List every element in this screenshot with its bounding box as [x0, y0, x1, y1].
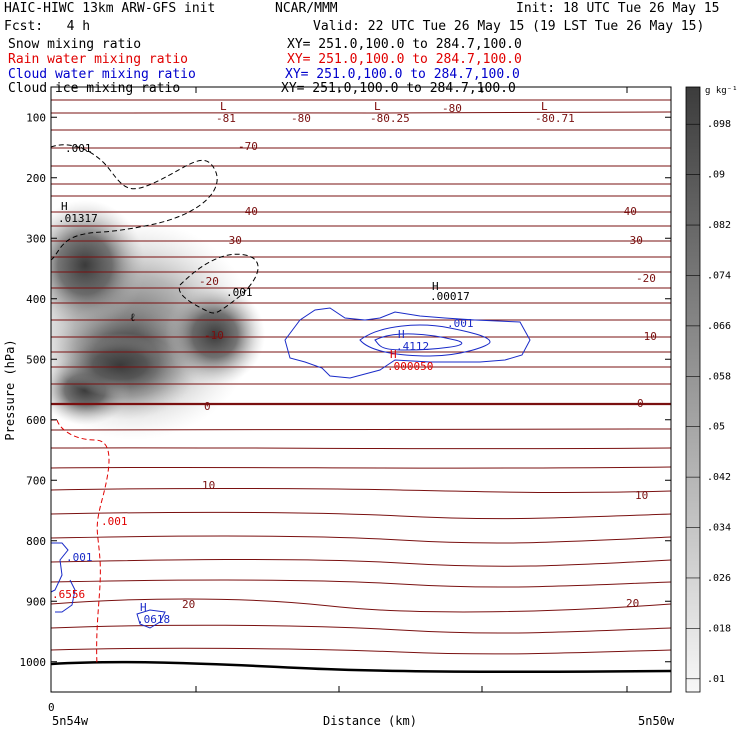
colorbar-ticks: .098 .09 .082 .074 .066 .058 .05 .042 .034 .026 .0… — [686, 119, 731, 685]
rain-max-value: .000050 — [387, 360, 433, 373]
cloud-water-contour-value: .001 — [66, 551, 93, 564]
colorbar-tick-label: .026 — [707, 573, 731, 584]
temp-label: -40 — [238, 205, 258, 218]
field-rain-xy: XY= 251.0,100.0 to 284.7,100.0 — [287, 52, 522, 67]
temp-label: -10 — [637, 330, 657, 343]
cloud-water-max-value: .4112 — [396, 340, 429, 353]
x-axis-ticks — [50, 87, 628, 692]
y-tick-label: 700 — [26, 474, 46, 487]
field-marker: ℓ — [130, 311, 135, 324]
snow-max-value: .01317 — [58, 212, 98, 225]
colorbar-tick-label: .018 — [707, 623, 731, 634]
x-axis-start-label: 0 — [48, 701, 55, 714]
colorbar-tick-label: .05 — [707, 422, 725, 433]
colorbar-tick-label: .098 — [707, 119, 731, 130]
y-tick-label: 400 — [26, 293, 46, 306]
temp-label: -30 — [222, 234, 242, 247]
temp-label: 0 — [204, 400, 211, 413]
y-tick-label: 100 — [26, 111, 46, 124]
high-marker: H — [398, 328, 405, 341]
high-marker: H — [140, 601, 147, 614]
field-cloudice-xy: XY= 251.0,100.0 to 284.7,100.0 — [281, 81, 516, 96]
low-marker: L — [541, 100, 548, 113]
y-tick-label: 800 — [26, 535, 46, 548]
init-time: Init: 18 UTC Tue 26 May 15 — [516, 1, 720, 16]
temp-label: -70 — [238, 140, 258, 153]
field-snow-label: Snow mixing ratio — [8, 37, 142, 52]
colorbar-tick-label: .058 — [707, 371, 731, 382]
temp-label: -81 — [216, 112, 236, 125]
colorbar-tick-label: .01 — [707, 674, 725, 685]
y-tick-label: 500 — [26, 353, 46, 366]
temp-label: -80 — [442, 102, 462, 115]
colorbar-unit: g kg⁻¹ — [705, 86, 738, 96]
x-axis-title: Distance (km) — [323, 714, 417, 728]
temp-label: 10 — [635, 489, 648, 502]
chart-title: HAIC-HIWC 13km ARW-GFS init — [4, 1, 216, 16]
colorbar-tick-label: .034 — [707, 523, 731, 534]
forecast-hour: Fcst: 4 h — [4, 19, 91, 34]
y-tick-label: 300 — [26, 232, 46, 245]
y-axis-title: Pressure (hPa) — [3, 339, 17, 440]
colorbar-tick-label: .074 — [707, 270, 731, 281]
field-rain-label: Rain water mixing ratio — [8, 52, 189, 67]
temp-label: -10 — [204, 329, 224, 342]
field-cloudice-label: Cloud ice mixing ratio — [8, 81, 181, 96]
low-marker: L — [220, 100, 227, 113]
y-tick-label: 1000 — [20, 656, 47, 669]
high-marker: H — [390, 348, 397, 361]
terrain-line — [50, 660, 672, 674]
colorbar — [685, 86, 701, 693]
temperature-contours — [50, 99, 672, 655]
temperature-labels: -81 -80 -80.25 -80 -80.71 -70 -40 -40 -3… — [182, 102, 657, 611]
chart-source: NCAR/MMM — [275, 1, 338, 16]
cloud-water-contour-value: .001 — [447, 317, 474, 330]
temp-label: 20 — [182, 598, 195, 611]
temp-label: 0 — [637, 397, 644, 410]
field-cloudwater-xy: XY= 251.0,100.0 to 284.7,100.0 — [285, 67, 520, 82]
rain-contour-value: .001 — [101, 515, 128, 528]
temp-label: -80 — [291, 112, 311, 125]
rain-value: .6556 — [52, 588, 85, 601]
ice-max-value: .00017 — [430, 290, 470, 303]
temp-label: -80.71 — [535, 112, 575, 125]
colorbar-tick-label: .066 — [707, 321, 731, 332]
temp-label: -20 — [636, 272, 656, 285]
temp-label: -20 — [199, 275, 219, 288]
x-axis-right-location: 5n50w — [638, 714, 675, 728]
snow-contour-value: .001 — [226, 286, 253, 299]
snow-contours — [50, 144, 259, 314]
temp-label: -40 — [617, 205, 637, 218]
temp-label: -30 — [623, 234, 643, 247]
field-snow-xy: XY= 251.0,100.0 to 284.7,100.0 — [287, 37, 522, 52]
x-axis-left-location: 5n54w — [52, 714, 89, 728]
field-cloudwater-label: Cloud water mixing ratio — [8, 67, 196, 82]
colorbar-tick-label: .09 — [707, 170, 725, 181]
valid-time: Valid: 22 UTC Tue 26 May 15 (19 LST Tue … — [313, 19, 705, 34]
extrema-labels: L L L H .01317 .001 .001 H .00017 .001 H… — [52, 100, 548, 626]
snow-contour-value: .001 — [65, 142, 92, 155]
temp-label: -80.25 — [370, 112, 410, 125]
temp-label: 10 — [202, 479, 215, 492]
cloud-ice-shading — [51, 200, 265, 440]
cloud-water-contours — [50, 307, 531, 629]
temp-label: 20 — [626, 597, 639, 610]
high-marker: H — [432, 280, 439, 293]
y-tick-label: 600 — [26, 414, 46, 427]
y-tick-label: 200 — [26, 172, 46, 185]
y-tick-label: 900 — [26, 595, 46, 608]
colorbar-tick-label: .042 — [707, 472, 731, 483]
cloud-water-value: .0618 — [137, 613, 170, 626]
plot-frame — [50, 86, 672, 693]
colorbar-tick-label: .082 — [707, 220, 731, 231]
high-marker: H — [61, 200, 68, 213]
low-marker: L — [374, 100, 381, 113]
